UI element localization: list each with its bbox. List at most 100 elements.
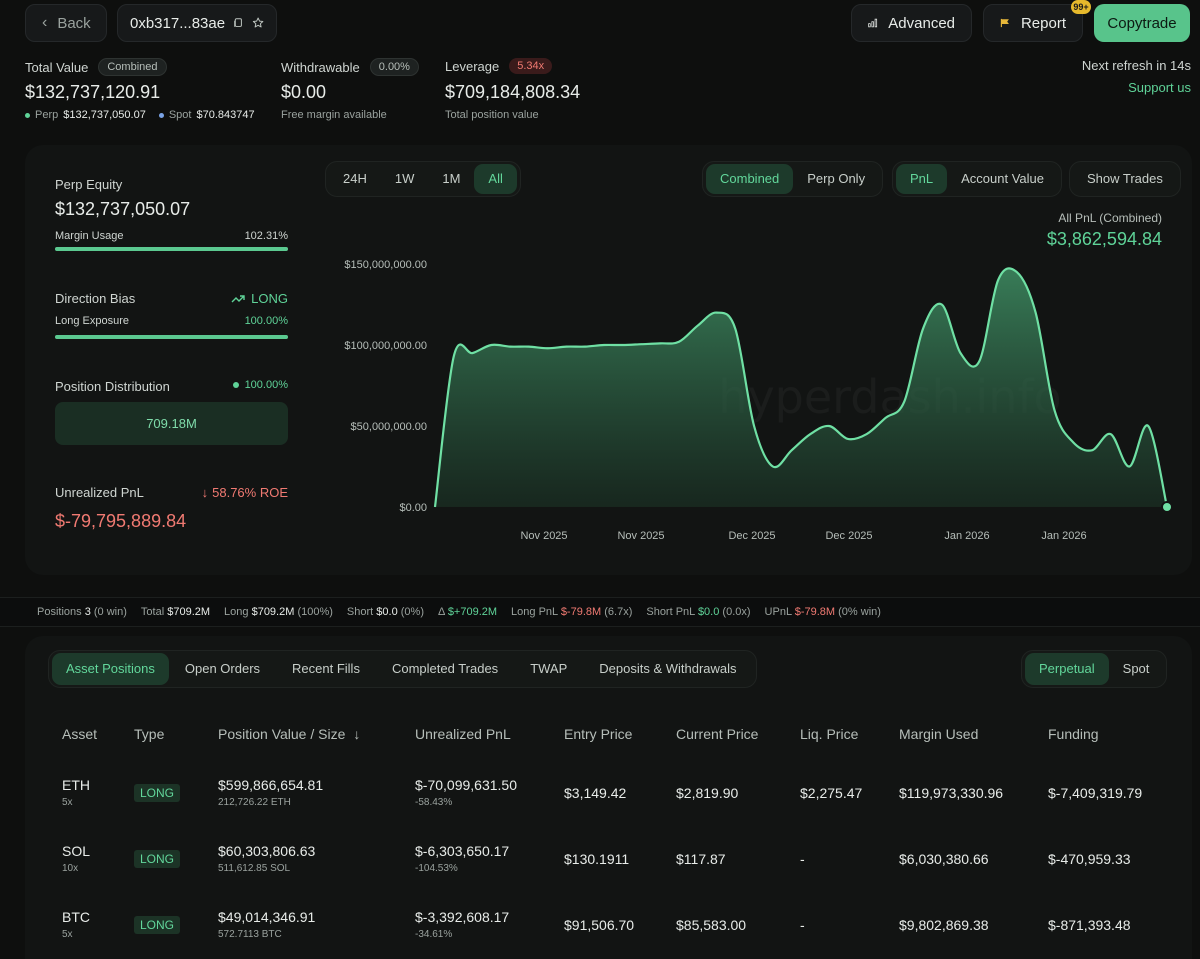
advanced-button[interactable]: Advanced: [851, 4, 972, 42]
stat-long-pnl-note: (6.7x): [604, 606, 633, 618]
advanced-label: Advanced: [888, 14, 955, 32]
row-entry-price: $3,149.42: [564, 785, 627, 801]
tab-perpetual[interactable]: Perpetual: [1025, 653, 1109, 685]
view-selector: Combined Perp Only: [702, 161, 884, 197]
withdrawable-value: $0.00: [281, 82, 327, 102]
col-position-value[interactable]: Position Value / Size ↓: [218, 726, 360, 742]
x-tick-label: Nov 2025: [520, 530, 567, 542]
range-all[interactable]: All: [474, 164, 517, 194]
col-entry-price[interactable]: Entry Price: [564, 726, 633, 742]
stat-total: Total $709.2M: [141, 606, 210, 618]
row-funding: $-871,393.48: [1048, 917, 1131, 933]
stat-long-pnl-value: $-79.8M: [560, 606, 602, 618]
position-dist-dot: [232, 382, 239, 388]
row-asset[interactable]: BTC: [62, 909, 90, 925]
row-unrealized-pct: -58.43%: [415, 797, 453, 808]
row-liq-price: -: [800, 851, 805, 867]
y-tick-label: $50,000,000.00: [351, 421, 427, 433]
range-24h[interactable]: 24H: [343, 171, 367, 186]
metric-pnl[interactable]: PnL: [896, 164, 948, 194]
tab-recent-fills[interactable]: Recent Fills: [292, 661, 360, 676]
combined-tag: Combined: [98, 58, 167, 76]
report-button[interactable]: Report: [983, 4, 1083, 42]
stat-delta-value: $+709.2M: [447, 606, 498, 618]
refresh-timer: Next refresh in 14s: [1081, 58, 1191, 73]
col-current-price[interactable]: Current Price: [676, 726, 759, 742]
leverage-value: $709,184,808.34: [445, 82, 581, 102]
col-funding[interactable]: Funding: [1048, 726, 1099, 742]
row-current-price: $117.87: [676, 851, 726, 867]
col-asset[interactable]: Asset: [62, 726, 98, 742]
row-funding: $-470,959.33: [1048, 851, 1131, 867]
copytrade-button[interactable]: Copytrade: [1094, 4, 1190, 42]
view-perp-only[interactable]: Perp Only: [807, 171, 866, 186]
tab-open-orders[interactable]: Open Orders: [184, 661, 261, 676]
metric-account-value[interactable]: Account Value: [961, 171, 1045, 186]
pnl-chart[interactable]: hyperdash.info $150,000,000.00$100,000,0…: [325, 245, 1180, 555]
row-unrealized-pct: -34.61%: [415, 929, 453, 940]
row-position-size: 511,612.85 SOL: [218, 863, 291, 874]
margin-usage-bar: [55, 247, 288, 251]
col-unrealized-pnl[interactable]: Unrealized PnL: [415, 726, 511, 742]
tab-spot[interactable]: Spot: [1122, 661, 1150, 676]
copy-icon[interactable]: [233, 16, 244, 30]
row-unrealized-pnl: $-70,099,631.50: [415, 777, 517, 793]
direction-bias-label: Direction Bias: [55, 291, 136, 306]
position-dist: 100.00%: [200, 379, 288, 391]
free-margin-label: Free margin available: [281, 109, 387, 121]
row-asset[interactable]: ETH: [62, 777, 90, 793]
tab-deposits-withdrawals[interactable]: Deposits & Withdrawals: [599, 661, 737, 676]
view-combined[interactable]: Combined: [706, 164, 794, 194]
perp-spot-breakdown: Perp $132,737,050.07 Spot $70.843747: [25, 109, 255, 121]
chevron-left-icon: ‹: [42, 14, 48, 31]
total-value-header: Total Value Combined: [25, 58, 167, 76]
unrealized-pnl-label: Unrealized PnL: [55, 485, 144, 500]
show-trades-button[interactable]: Show Trades: [1087, 171, 1163, 186]
star-icon[interactable]: [252, 15, 264, 31]
stat-delta: Δ $+709.2M: [438, 606, 497, 618]
row-margin-used: $6,030,380.66: [899, 851, 989, 867]
table-row[interactable]: [40, 0, 1180, 60]
report-badge: 99+: [1071, 0, 1091, 14]
position-dist-value: 100.00%: [244, 379, 288, 391]
margin-usage-label: Margin Usage: [55, 230, 124, 242]
tab-twap[interactable]: TWAP: [530, 661, 568, 676]
row-funding: $-7,409,319.79: [1048, 785, 1143, 801]
row-type-badge: LONG: [134, 784, 181, 802]
long-exposure-fill: [55, 335, 288, 339]
row-unrealized-pnl: $-6,303,650.17: [415, 843, 510, 859]
col-liq-price[interactable]: Liq. Price: [800, 726, 859, 742]
perp-equity-label: Perp Equity: [55, 177, 123, 192]
pnl-line: [433, 267, 1169, 508]
row-entry-price: $130.1911: [564, 851, 630, 867]
x-tick-label: Jan 2026: [944, 530, 989, 542]
market-tabs: Perpetual Spot: [1021, 650, 1168, 688]
positions-panel: [25, 636, 1192, 959]
y-tick-label: $150,000,000.00: [344, 259, 427, 271]
row-position-value: $60,303,806.63: [218, 843, 316, 859]
perp-value: $132,737,050.07: [63, 109, 146, 121]
stat-long-value: $709.2M: [251, 606, 295, 618]
positions-tabs: Asset Positions Open Orders Recent Fills…: [48, 650, 757, 688]
col-type[interactable]: Type: [134, 726, 165, 742]
support-link[interactable]: Support us: [1128, 80, 1191, 95]
position-dist-box[interactable]: 709.18M: [55, 402, 288, 445]
stat-upnl-value: $-79.8M: [794, 606, 836, 618]
row-unrealized-pnl: $-3,392,608.17: [415, 909, 510, 925]
row-unrealized-pct: -104.53%: [415, 863, 458, 874]
pnl-value: $3,862,594.84: [1046, 229, 1162, 249]
withdrawable-pct: 0.00%: [369, 58, 419, 76]
row-margin-used: $9,802,869.38: [899, 917, 989, 933]
bar-chart-icon: [868, 18, 878, 28]
range-1w[interactable]: 1W: [394, 171, 415, 186]
col-margin-used[interactable]: Margin Used: [899, 726, 979, 742]
range-1m[interactable]: 1M: [442, 171, 461, 186]
row-asset[interactable]: SOL: [62, 843, 91, 859]
arrow-down-icon: ↓: [201, 485, 209, 500]
metric-selector: PnL Account Value: [892, 161, 1063, 197]
back-button[interactable]: ‹ Back: [25, 4, 107, 42]
tab-asset-positions[interactable]: Asset Positions: [52, 653, 169, 685]
tab-completed-trades[interactable]: Completed Trades: [391, 661, 499, 676]
stat-delta-label: Δ: [438, 606, 445, 618]
row-entry-price: $91,506.70: [564, 917, 635, 933]
